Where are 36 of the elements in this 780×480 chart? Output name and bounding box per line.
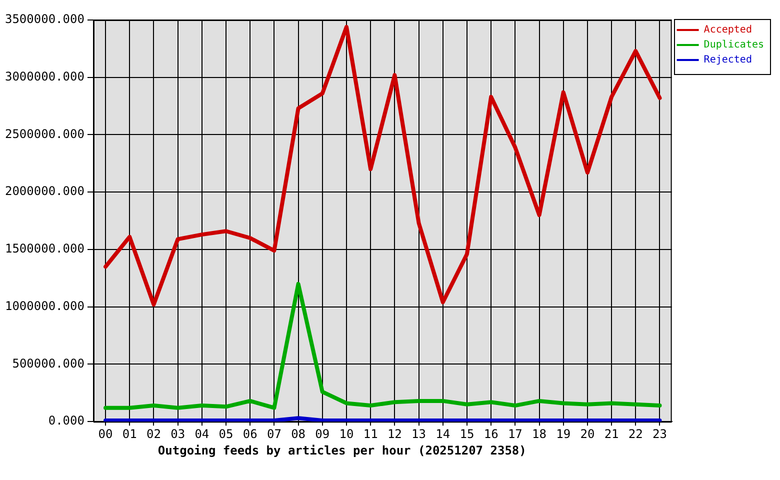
y-tick-label: 0.000 [48, 414, 84, 428]
x-tick-label: 12 [387, 426, 402, 441]
x-tick-label: 23 [652, 426, 667, 441]
x-tick-label: 03 [170, 426, 186, 441]
x-tick-label: 05 [218, 426, 234, 441]
x-tick-label: 15 [460, 426, 474, 441]
x-tick-label: 06 [242, 426, 258, 441]
x-tick-label: 10 [339, 426, 354, 441]
x-tick-label: 04 [194, 426, 210, 441]
x-tick-label: 14 [436, 426, 450, 441]
x-tick-label: 00 [98, 426, 113, 441]
x-tick-label: 18 [532, 426, 546, 441]
y-tick-label: 500000.000 [12, 356, 84, 370]
x-tick-label: 08 [291, 426, 306, 441]
x-tick-label: 22 [628, 426, 643, 441]
y-tick-label: 1000000.000 [4, 298, 84, 313]
x-tick-label: 17 [508, 426, 522, 441]
legend-label: Accepted [704, 24, 752, 36]
y-tick-label: 2500000.000 [4, 126, 84, 141]
x-tick-label: 19 [556, 426, 571, 441]
y-tick-label: 1500000.000 [4, 242, 84, 256]
x-tick-label: 21 [604, 426, 619, 441]
legend-label: Rejected [704, 54, 752, 66]
x-tick-label: 02 [146, 426, 161, 441]
x-tick-label: 07 [266, 426, 282, 441]
x-tick-label: 16 [484, 426, 498, 441]
x-axis-title: Outgoing feeds by articles per hour (20251207 2358) [158, 444, 526, 458]
legend-label: Duplicates [704, 40, 764, 51]
y-tick-label: 3500000.000 [4, 12, 84, 26]
y-tick-label: 2000000.000 [4, 184, 84, 198]
x-tick-label: 01 [122, 426, 137, 441]
x-tick-label: 09 [315, 426, 330, 441]
y-tick-label: 3000000.000 [4, 69, 84, 84]
x-tick-label: 11 [363, 426, 378, 441]
x-tick-label: 13 [412, 426, 426, 441]
x-tick-label: 20 [580, 426, 595, 441]
